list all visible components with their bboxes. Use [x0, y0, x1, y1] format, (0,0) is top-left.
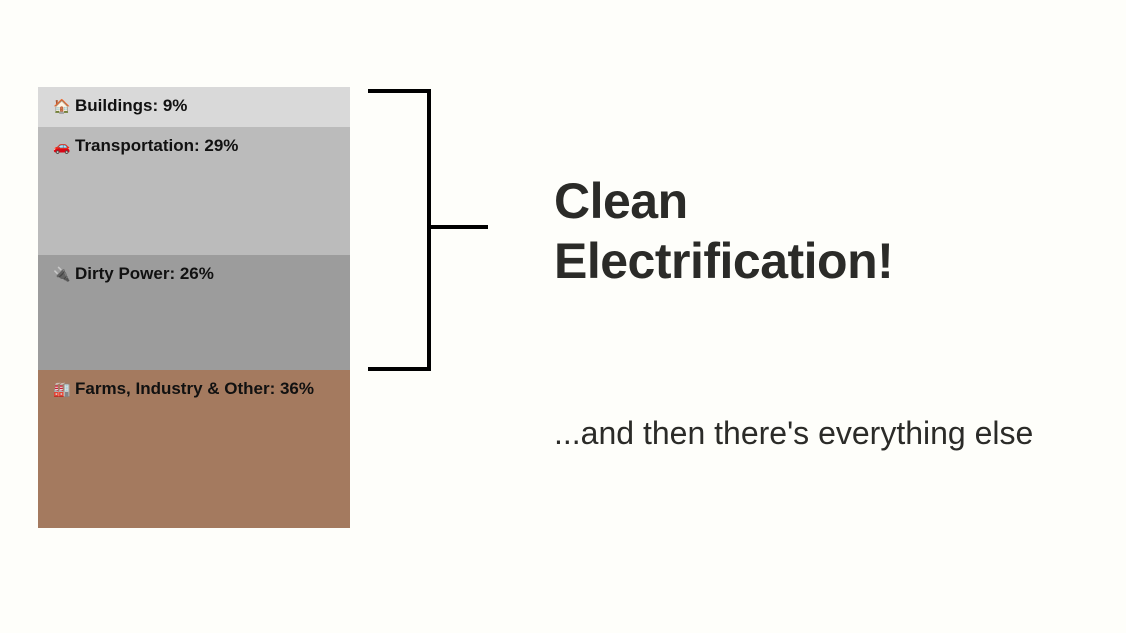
car-icon: 🚗 [53, 137, 71, 154]
bar-segment-1: 🏠 Buildings: 9% [38, 87, 350, 127]
headline: Clean Electrification! [554, 171, 894, 291]
house-icon: 🏠 [53, 97, 71, 114]
segment-label-text: Buildings: 9% [75, 96, 188, 115]
segment-label-text: Dirty Power: 26% [75, 264, 214, 283]
segment-label-text: Farms, Industry & Other: 36% [75, 379, 315, 398]
headline-line-1: Clean [554, 173, 688, 229]
segment-label: 🔌 Dirty Power: 26% [53, 264, 350, 284]
factory-icon: 🏭 [53, 380, 71, 397]
segment-label: 🚗 Transportation: 29% [53, 136, 350, 156]
segment-label-text: Transportation: 29% [75, 136, 239, 155]
segment-label: 🏠 Buildings: 9% [53, 96, 350, 116]
bar-segment-2: 🚗 Transportation: 29% [38, 127, 350, 255]
subline: ...and then there's everything else [554, 415, 1034, 451]
bar-segment-3: 🔌 Dirty Power: 26% [38, 255, 350, 370]
emissions-stacked-bar: 🏠 Buildings: 9% 🚗 Transportation: 29% 🔌 Dirty… [38, 87, 350, 528]
plug-icon: 🔌 [53, 265, 71, 282]
bar-segment-4: 🏭 Farms, Industry & Other: 36% [38, 370, 350, 528]
segment-label: 🏭 Farms, Industry & Other: 36% [53, 379, 350, 399]
bracket-path [368, 89, 488, 371]
headline-line-2: Electrification! [554, 233, 894, 289]
